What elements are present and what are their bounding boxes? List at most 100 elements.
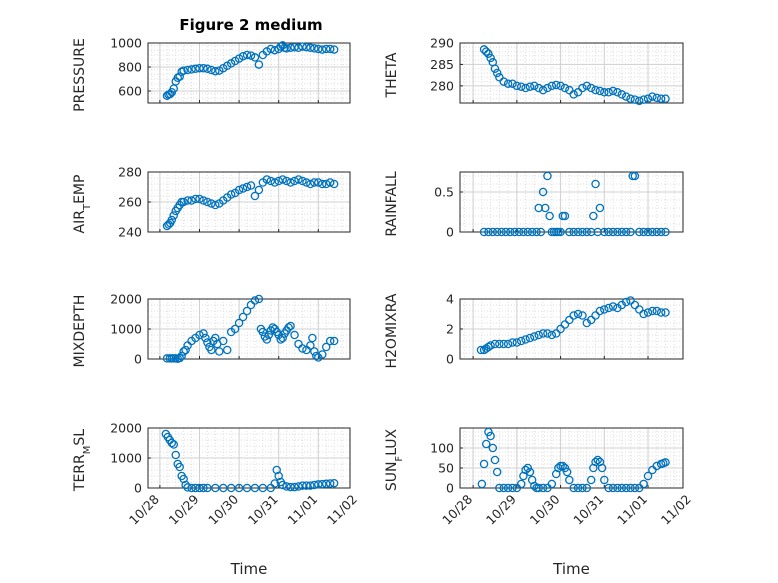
data-point	[486, 431, 495, 441]
data-point	[246, 51, 256, 60]
data-point	[578, 311, 587, 320]
axes-box	[459, 171, 684, 233]
data-point	[499, 339, 508, 349]
x-tick-label: 10/28	[439, 491, 475, 527]
data-point	[543, 171, 552, 181]
x-tick-label: 10/28	[126, 491, 162, 527]
data-point	[630, 171, 640, 181]
data-point	[630, 95, 640, 104]
data-point	[582, 483, 592, 493]
data-point	[492, 467, 502, 477]
data-point	[521, 465, 530, 475]
data-point	[250, 296, 260, 305]
data-point	[621, 483, 631, 493]
data-point	[486, 53, 495, 63]
data-point	[530, 332, 539, 341]
x-tick-label: 11/02	[324, 492, 360, 528]
data-point	[532, 227, 541, 237]
data-point	[547, 479, 557, 489]
data-point	[219, 336, 228, 346]
data-point	[604, 303, 613, 313]
data-point	[290, 482, 299, 492]
data-point	[201, 333, 210, 343]
axes-box	[459, 427, 684, 489]
data-point	[488, 227, 498, 237]
y-tick-label: 285	[430, 57, 454, 72]
data-point	[635, 227, 644, 237]
data-point	[582, 81, 592, 91]
x-tick-label: 10/29	[166, 491, 202, 527]
data-point	[199, 329, 208, 338]
data-point	[306, 341, 315, 350]
data-point	[604, 483, 613, 493]
data-point	[484, 49, 493, 58]
data-point	[314, 44, 323, 54]
data-point	[195, 63, 204, 73]
data-point	[591, 311, 600, 320]
data-point	[626, 227, 635, 237]
data-point	[183, 483, 192, 492]
data-point	[562, 467, 572, 477]
data-point	[617, 90, 627, 99]
data-point	[215, 347, 224, 356]
data-point	[250, 191, 260, 201]
y-tick-label: 260	[118, 195, 142, 210]
data-point	[321, 179, 331, 189]
data-point	[595, 203, 605, 213]
data-point	[652, 306, 662, 316]
data-point	[298, 42, 307, 51]
data-point	[492, 68, 502, 78]
subplot-8: 0 50 100 SUNFLUX 10/28 10/29 10/30 10/31 11/01 11…	[384, 427, 694, 578]
data-point	[314, 178, 323, 187]
data-point	[481, 47, 491, 56]
data-point	[177, 67, 186, 77]
data-point	[591, 85, 600, 95]
data-point	[510, 227, 519, 237]
data-point	[226, 190, 236, 199]
data-point	[595, 306, 605, 316]
data-point	[242, 306, 252, 316]
y-tick-label: 2000	[110, 292, 142, 307]
data-point	[495, 73, 504, 82]
y-axis-label: AIRTEMP	[72, 175, 93, 234]
data-point	[302, 178, 311, 187]
data-point	[187, 196, 196, 205]
y-tick-label: 2	[446, 322, 454, 337]
data-point	[604, 88, 613, 97]
data-point	[556, 81, 565, 91]
data-point	[499, 483, 508, 493]
data-point	[656, 227, 666, 237]
axes-frame	[459, 298, 684, 360]
data-point	[282, 482, 291, 491]
data-point	[477, 479, 487, 489]
data-point	[325, 44, 335, 54]
axes-frame	[459, 171, 684, 233]
data-point	[274, 176, 283, 186]
subplot-5: 0 1000 2000 MIXDEPTH	[72, 292, 351, 367]
data-point	[589, 211, 598, 221]
data-point	[538, 329, 548, 338]
data-point	[258, 483, 268, 493]
data-point	[560, 320, 570, 329]
data-point	[325, 479, 335, 488]
data-point	[187, 65, 196, 74]
data-point	[643, 94, 653, 103]
data-point	[175, 72, 184, 81]
data-point	[626, 296, 635, 305]
data-point	[597, 463, 607, 473]
data-point	[191, 64, 200, 74]
data-point	[639, 227, 648, 237]
data-point	[476, 345, 486, 355]
data-point	[538, 483, 548, 493]
data-point	[490, 455, 500, 465]
data-point	[565, 85, 574, 95]
data-point	[321, 479, 331, 489]
data-point	[516, 336, 526, 346]
x-tick-label: 10/30	[205, 491, 241, 527]
data-point	[195, 194, 204, 204]
data-point	[519, 227, 528, 237]
data-point	[183, 65, 192, 75]
data-point	[547, 330, 557, 340]
y-tick-label: 100	[430, 441, 454, 456]
